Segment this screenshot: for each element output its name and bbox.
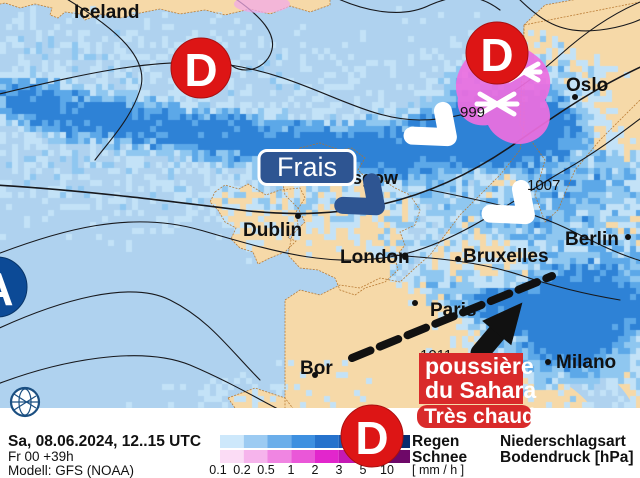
- svg-text:Oslo: Oslo: [566, 75, 608, 96]
- svg-text:Berlin: Berlin: [565, 229, 619, 250]
- svg-text:Dublin: Dublin: [243, 220, 302, 241]
- svg-text:Niederschlagsart: Niederschlagsart: [500, 433, 626, 450]
- svg-text:1: 1: [288, 463, 295, 477]
- svg-text:Milano: Milano: [556, 352, 616, 373]
- svg-text:Très chaud: Très chaud: [424, 405, 535, 428]
- svg-text:Schnee: Schnee: [412, 449, 468, 466]
- svg-text:2: 2: [312, 463, 319, 477]
- svg-text:3: 3: [336, 463, 343, 477]
- svg-text:Fr 00 +39h: Fr 00 +39h: [8, 449, 74, 464]
- svg-text:Modell: GFS (NOAA): Modell: GFS (NOAA): [8, 463, 134, 478]
- svg-text:Iceland: Iceland: [74, 2, 139, 23]
- svg-text:Frais: Frais: [277, 152, 337, 182]
- svg-text:Bor: Bor: [300, 358, 333, 379]
- svg-text:London: London: [340, 247, 410, 268]
- svg-text:D: D: [184, 44, 217, 96]
- svg-text:999: 999: [460, 104, 485, 121]
- svg-text:A: A: [0, 263, 14, 315]
- svg-text:0.1: 0.1: [209, 463, 226, 477]
- svg-text:1007: 1007: [527, 177, 560, 194]
- svg-text:D: D: [480, 29, 513, 81]
- svg-text:Bodendruck [hPa]: Bodendruck [hPa]: [500, 449, 633, 466]
- svg-text:0.5: 0.5: [257, 463, 274, 477]
- svg-text:du Sahara: du Sahara: [425, 377, 536, 403]
- svg-text:0.2: 0.2: [233, 463, 250, 477]
- svg-text:Regen: Regen: [412, 433, 459, 450]
- svg-text:poussière: poussière: [425, 353, 534, 379]
- svg-text:Bruxelles: Bruxelles: [463, 246, 549, 267]
- svg-text:Sa, 08.06.2024, 12..15 UTC: Sa, 08.06.2024, 12..15 UTC: [8, 433, 201, 450]
- svg-text:D: D: [355, 412, 388, 464]
